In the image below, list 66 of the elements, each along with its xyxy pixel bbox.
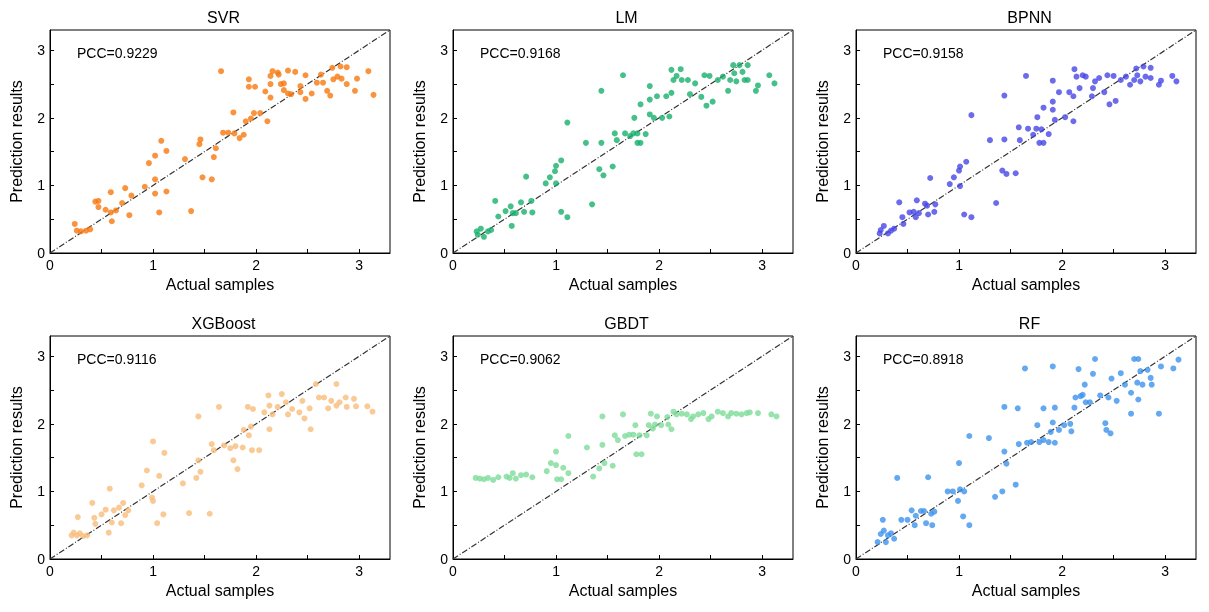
y-tick-label: 1 bbox=[37, 483, 46, 500]
y-tick-label: 3 bbox=[843, 348, 852, 365]
y-tick-label: 3 bbox=[843, 42, 852, 59]
x-tick-label: 3 bbox=[355, 257, 364, 273]
y-tick-label: 0 bbox=[440, 245, 449, 261]
y-tick-label: 0 bbox=[440, 551, 449, 567]
y-axis-title: Prediction results bbox=[813, 386, 831, 509]
x-tick-label: 1 bbox=[955, 257, 964, 273]
y-tick-label: 0 bbox=[843, 245, 852, 261]
chart-title: XGBoost bbox=[191, 314, 257, 332]
x-tick-label: 3 bbox=[1161, 257, 1170, 273]
y-tick-label: 1 bbox=[843, 177, 852, 194]
y-tick-label: 3 bbox=[440, 348, 449, 365]
y-tick-label: 0 bbox=[37, 551, 46, 567]
annotation: PCC=0.9168 bbox=[480, 45, 561, 61]
x-tick-label: 3 bbox=[355, 563, 364, 579]
y-tick-label: 1 bbox=[843, 483, 852, 500]
y-tick-label: 2 bbox=[843, 415, 852, 432]
y-axis-title: Prediction results bbox=[7, 386, 25, 509]
y-tick-label: 2 bbox=[37, 415, 46, 432]
y-tick-label: 3 bbox=[37, 42, 46, 59]
y-tick-label: 1 bbox=[37, 177, 46, 194]
x-tick-label: 2 bbox=[252, 257, 261, 273]
y-tick-label: 2 bbox=[440, 109, 449, 126]
x-axis-title: Actual samples bbox=[568, 582, 678, 600]
y-tick-label: 1 bbox=[440, 177, 449, 194]
y-axis-title: Prediction results bbox=[813, 80, 831, 203]
x-axis-title: Actual samples bbox=[971, 582, 1081, 600]
x-tick-label: 1 bbox=[552, 257, 561, 273]
y-tick-label: 0 bbox=[843, 551, 852, 567]
x-tick-label: 1 bbox=[955, 563, 964, 579]
x-axis-title: Actual samples bbox=[568, 276, 678, 294]
x-tick-label: 1 bbox=[149, 257, 158, 273]
chart-title: BPNN bbox=[1007, 8, 1052, 26]
y-tick-label: 2 bbox=[440, 415, 449, 432]
x-tick-label: 3 bbox=[758, 257, 767, 273]
chart-title: RF bbox=[1018, 314, 1041, 332]
x-axis-title: Actual samples bbox=[971, 276, 1081, 294]
annotation: PCC=0.8918 bbox=[883, 351, 964, 367]
chart-title: SVR bbox=[207, 8, 240, 26]
annotation: PCC=0.9229 bbox=[77, 45, 158, 61]
x-tick-label: 2 bbox=[252, 563, 261, 579]
annotation: PCC=0.9062 bbox=[480, 351, 561, 367]
y-tick-label: 3 bbox=[440, 42, 449, 59]
x-axis-title: Actual samples bbox=[165, 582, 275, 600]
x-tick-label: 2 bbox=[1058, 257, 1067, 273]
chart-title: GBDT bbox=[604, 314, 649, 332]
y-tick-label: 0 bbox=[37, 245, 46, 261]
x-tick-label: 3 bbox=[758, 563, 767, 579]
x-tick-label: 2 bbox=[655, 257, 664, 273]
y-tick-label: 2 bbox=[843, 109, 852, 126]
y-tick-label: 3 bbox=[37, 348, 46, 365]
y-tick-label: 2 bbox=[37, 109, 46, 126]
x-tick-label: 1 bbox=[552, 563, 561, 579]
y-axis-title: Prediction results bbox=[410, 80, 428, 203]
y-axis-title: Prediction results bbox=[7, 80, 25, 203]
x-axis-title: Actual samples bbox=[165, 276, 275, 294]
x-tick-label: 2 bbox=[655, 563, 664, 579]
annotation: PCC=0.9116 bbox=[77, 351, 157, 367]
chart-title: LM bbox=[615, 8, 638, 26]
annotation: PCC=0.9158 bbox=[883, 45, 964, 61]
x-tick-label: 2 bbox=[1058, 563, 1067, 579]
y-tick-label: 1 bbox=[440, 483, 449, 500]
x-tick-label: 1 bbox=[149, 563, 158, 579]
x-tick-label: 3 bbox=[1161, 563, 1170, 579]
y-axis-title: Prediction results bbox=[410, 386, 428, 509]
